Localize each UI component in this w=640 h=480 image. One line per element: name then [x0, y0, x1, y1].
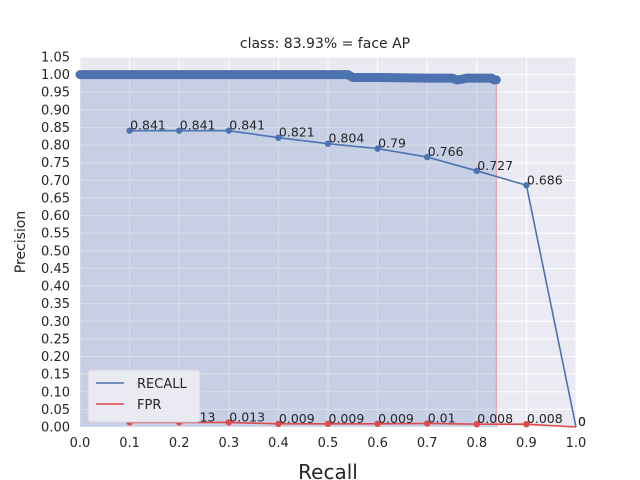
recall-data-label: 0.804: [329, 131, 365, 146]
fpr-point: [523, 420, 530, 428]
x-tick-label: 0.3: [218, 436, 239, 451]
fpr-data-label: 0.009: [279, 411, 315, 426]
recall-data-label: 0.841: [229, 118, 265, 133]
x-tick-label: 0.7: [417, 436, 438, 451]
recall-series-line: [129, 129, 577, 428]
fpr-data-label: 0.01: [428, 410, 456, 425]
grid: [79, 56, 577, 428]
y-tick-label: 0.05: [41, 403, 70, 418]
y-tick-label: 0.40: [41, 280, 70, 295]
recall-point: [374, 145, 381, 152]
recall-point: [275, 134, 282, 141]
x-tick-label: 1.0: [566, 436, 587, 451]
y-tick-label: 0.65: [41, 191, 70, 206]
fpr-point: [473, 420, 480, 428]
y-tick-label: 0.25: [41, 332, 70, 347]
fpr-series-line: [129, 421, 577, 428]
fpr-data-label: 0.009: [329, 411, 365, 426]
y-tick-label: 0.30: [41, 315, 70, 330]
x-tick-label: 0.9: [516, 436, 537, 451]
x-axis-label: Recall: [298, 460, 358, 480]
x-tick-label: 0.1: [119, 436, 140, 451]
fpr-data-label: 0: [578, 414, 586, 429]
fpr-data-label: 0.013: [229, 409, 265, 424]
recall-point: [225, 127, 232, 134]
series-layer: [126, 127, 577, 428]
y-tick-label: 0.90: [41, 103, 70, 118]
y-tick-label: 0.50: [41, 244, 70, 259]
y-tick-label: 0.60: [41, 209, 70, 224]
recall-data-label: 0: [578, 414, 586, 429]
y-tick-label: 0.45: [41, 262, 70, 277]
recall-data-label: 0.79: [378, 136, 406, 151]
recall-data-label: 0.766: [428, 144, 464, 159]
fpr-point: [424, 420, 431, 427]
precision-curve: [75, 70, 501, 85]
fpr-point: [225, 419, 232, 426]
ap-area-layer: [75, 70, 501, 427]
recall-point: [523, 182, 530, 189]
chart-title: class: 83.93% = face AP: [240, 36, 410, 52]
x-tick-label: 0.8: [466, 436, 487, 451]
y-tick-label: 0.20: [41, 350, 70, 365]
legend: RECALL FPR: [87, 369, 201, 423]
x-tick-label: 0.6: [367, 436, 388, 451]
fpr-point: [324, 420, 332, 428]
x-tick-label: 0.4: [268, 436, 289, 451]
legend-fpr-label: FPR: [137, 398, 161, 413]
legend-recall-label: RECALL: [137, 377, 187, 392]
x-tick-label: 0.2: [169, 436, 190, 451]
recall-point: [473, 167, 480, 175]
x-tick-label: 0.5: [318, 436, 339, 451]
y-tick-label: 0.95: [41, 86, 70, 101]
y-tick-labels: 0.00 0.05 0.10 0.15 0.20 0.25 0.30 0.35 0.40 0.45…: [41, 51, 70, 436]
y-tick-label: 0.85: [41, 121, 70, 136]
y-tick-label: 0.35: [41, 297, 70, 312]
x-tick-labels: 0.0 0.1 0.2 0.3 0.4 0.5 0.6 0.7 0.8 0.9 1.0: [70, 436, 587, 451]
recall-point: [424, 153, 431, 161]
fpr-data-label: 0.008: [477, 411, 513, 426]
recall-point: [126, 127, 133, 134]
y-tick-label: 0.00: [41, 421, 70, 436]
recall-data-label: 0.727: [477, 158, 513, 173]
recall-data-label: 0.821: [279, 125, 315, 140]
fpr-data-label: 0.009: [378, 411, 414, 426]
recall-point: [176, 127, 183, 134]
ap-area: [80, 74, 497, 427]
fpr-data-label: 0.008: [527, 411, 563, 426]
recall-data-label: 0.686: [527, 172, 563, 187]
y-tick-label: 1.05: [41, 51, 70, 66]
y-tick-label: 0.15: [41, 368, 70, 383]
y-tick-label: 0.55: [41, 227, 70, 242]
y-tick-label: 1.00: [41, 68, 70, 83]
y-tick-label: 0.70: [41, 174, 70, 189]
x-tick-label: 0.0: [70, 436, 91, 451]
fpr-point: [275, 420, 282, 428]
fpr-point: [374, 420, 381, 428]
y-tick-label: 0.80: [41, 139, 70, 154]
y-axis-label: Precision: [13, 211, 29, 273]
y-tick-label: 0.10: [41, 385, 70, 400]
y-tick-label: 0.75: [41, 156, 70, 171]
recall-point: [324, 140, 332, 147]
recall-data-label: 0.841: [180, 118, 216, 133]
recall-data-label: 0.841: [130, 118, 166, 133]
